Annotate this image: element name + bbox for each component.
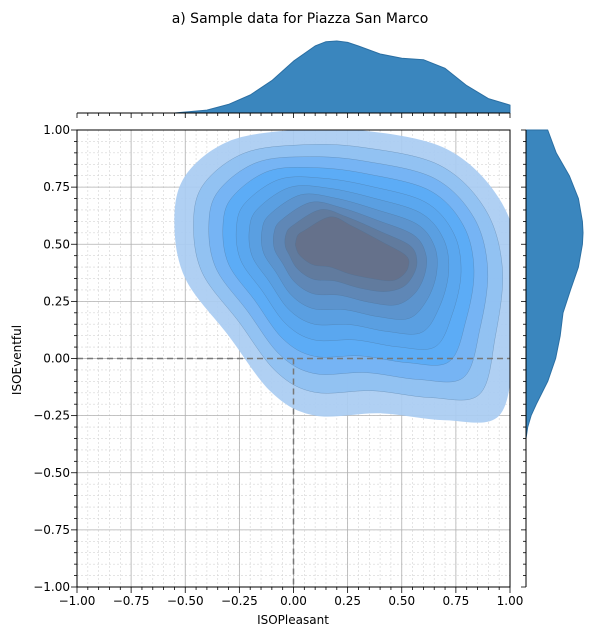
main-ticks — [71, 129, 511, 593]
x-tick-label: −0.50 — [167, 594, 204, 608]
y-tick-label: 0.75 — [43, 180, 70, 194]
y-tick-label: 0.50 — [43, 237, 70, 251]
top-marginal-area — [173, 40, 511, 114]
right-marginal-density — [521, 129, 584, 588]
x-axis-label: ISOPleasant — [257, 613, 329, 627]
x-tick-label: 1.00 — [497, 594, 524, 608]
kde-contours — [174, 130, 510, 423]
kde-contour-level — [294, 216, 410, 282]
main-plot: −1.00 −0.75 −0.50 −0.25 0.00 0.25 0.50 0… — [33, 123, 523, 608]
top-marginal-ticks — [76, 113, 511, 118]
x-tick-label: 0.75 — [443, 594, 470, 608]
y-tick-label: 0.25 — [43, 294, 70, 308]
y-tick-label: −1.00 — [33, 580, 70, 594]
x-tick-label: 0.25 — [334, 594, 361, 608]
right-marginal-area — [525, 129, 584, 439]
y-tick-label: −0.75 — [33, 523, 70, 537]
reference-lines — [77, 357, 510, 587]
y-tick-labels: −1.00 −0.75 −0.50 −0.25 0.00 0.25 0.50 0… — [33, 123, 70, 594]
y-tick-label: −0.50 — [33, 466, 70, 480]
y-tick-label: −0.25 — [33, 409, 70, 423]
x-tick-label: −1.00 — [59, 594, 96, 608]
x-tick-label: 0.50 — [388, 594, 415, 608]
top-marginal-density — [76, 40, 511, 118]
y-axis-label: ISOEventful — [10, 325, 24, 395]
right-marginal-ticks — [521, 129, 526, 588]
chart-title: a) Sample data for Piazza San Marco — [172, 11, 429, 27]
y-tick-label: 1.00 — [43, 123, 70, 137]
y-tick-label: 0.00 — [43, 352, 70, 366]
x-tick-label: 0.00 — [280, 594, 307, 608]
x-tick-label: −0.75 — [113, 594, 150, 608]
x-tick-labels: −1.00 −0.75 −0.50 −0.25 0.00 0.25 0.50 0… — [59, 594, 524, 608]
x-tick-label: −0.25 — [221, 594, 258, 608]
